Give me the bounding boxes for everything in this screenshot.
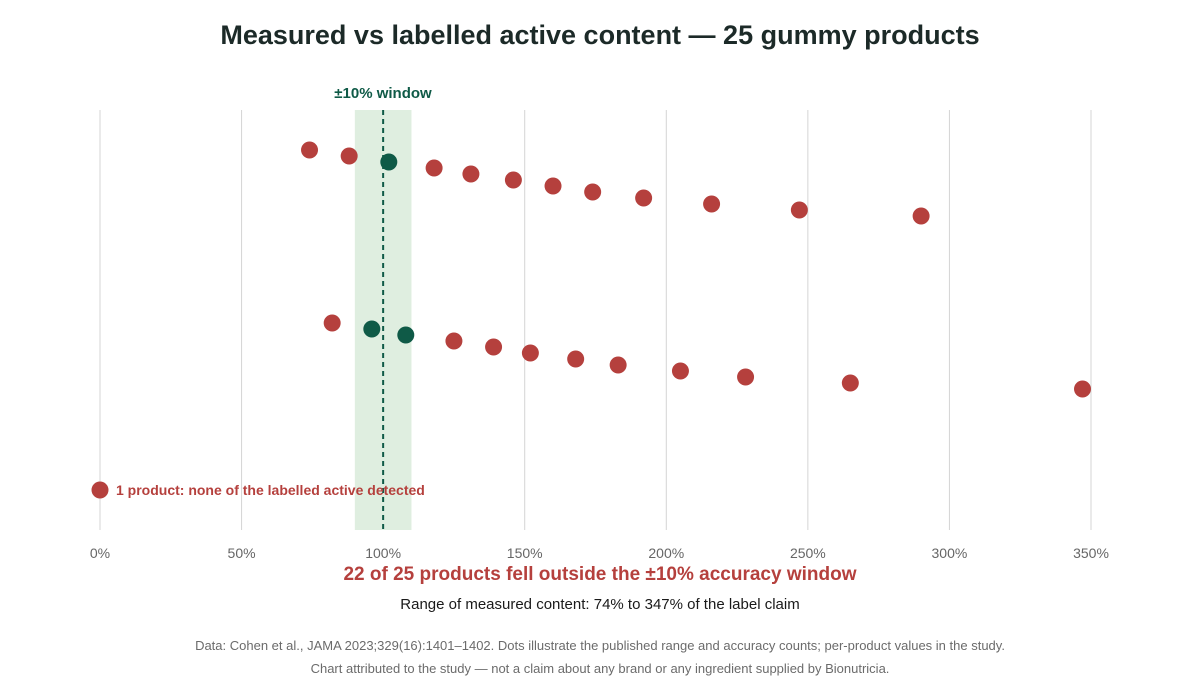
data-point-inside [380, 153, 398, 171]
grid-layer [99, 110, 1092, 530]
window-layer [354, 110, 412, 530]
x-tick-label: 0% [90, 545, 110, 561]
point-layer [91, 141, 1092, 499]
data-point-outside [301, 141, 319, 159]
data-point-outside [703, 195, 721, 213]
window-label: ±10% window [334, 85, 432, 102]
zero-note: 1 product: none of the labelled active d… [116, 482, 425, 498]
headline: 22 of 25 products fell outside the ±10% … [343, 564, 856, 585]
data-point-outside [544, 177, 562, 195]
source-line-2: Chart attributed to the study — not a cl… [311, 661, 890, 676]
data-point-outside [91, 481, 109, 499]
data-point-outside [635, 189, 653, 207]
x-tick-label: 100% [365, 545, 401, 561]
data-point-outside [445, 332, 463, 350]
x-tick-label: 50% [228, 545, 256, 561]
x-tick-label: 150% [507, 545, 543, 561]
data-point-outside [584, 183, 602, 201]
tick-layer: 0% 50% 100% 150% 200% 250% 300% 350% [90, 545, 1109, 561]
data-point-outside [340, 147, 358, 165]
x-tick-label: 200% [648, 545, 684, 561]
x-tick-label: 250% [790, 545, 826, 561]
data-point-outside [790, 201, 808, 219]
data-point-inside [397, 326, 415, 344]
chart-title: Measured vs labelled active content — 25… [220, 20, 979, 50]
source-line-1: Data: Cohen et al., JAMA 2023;329(16):14… [195, 638, 1005, 653]
data-point-outside [323, 314, 341, 332]
data-point-outside [425, 159, 443, 177]
data-point-inside [363, 320, 381, 338]
data-point-outside [912, 207, 930, 225]
data-point-outside [609, 356, 627, 374]
x-tick-label: 300% [932, 545, 968, 561]
data-point-outside [462, 165, 480, 183]
data-point-outside [841, 374, 859, 392]
data-point-outside [567, 350, 585, 368]
data-point-outside [671, 362, 689, 380]
range-note: Range of measured content: 74% to 347% o… [400, 596, 799, 613]
data-point-outside [1074, 380, 1092, 398]
data-point-outside [737, 368, 755, 386]
x-tick-label: 350% [1073, 545, 1109, 561]
data-point-outside [485, 338, 503, 356]
data-point-outside [504, 171, 522, 189]
data-point-outside [521, 344, 539, 362]
